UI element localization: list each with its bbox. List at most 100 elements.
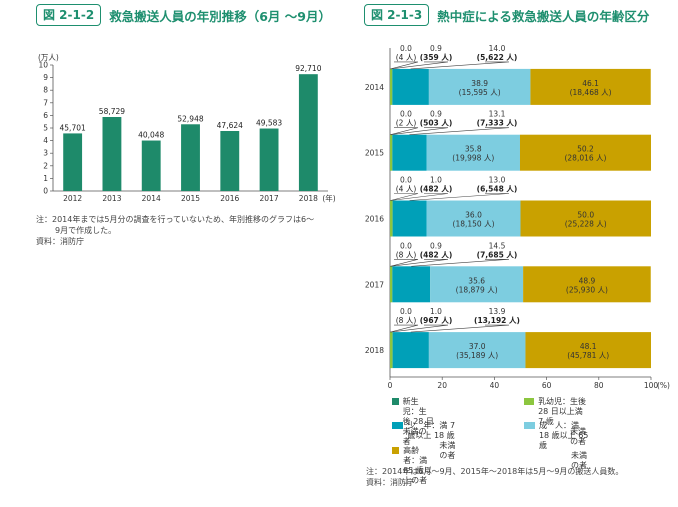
legend-swatch-adult bbox=[524, 422, 535, 429]
callout-pct-child: 14.0 bbox=[489, 44, 506, 53]
bar-2018 bbox=[298, 74, 318, 191]
callout-count-newborn: (4 人) bbox=[396, 185, 417, 194]
category-label: 2017 bbox=[365, 280, 384, 289]
legend-item-child: 少 年：満 7 歳以上 18 歳未満の者 bbox=[392, 421, 458, 461]
x-tick-label: 100 bbox=[644, 381, 659, 390]
bar-2012 bbox=[63, 133, 83, 191]
legend-label-elderly: 高齢者：満 65 歳以上の者 bbox=[403, 446, 434, 486]
callout-count-child: (5,622 人) bbox=[477, 53, 518, 62]
callout-count-child: (6,548 人) bbox=[477, 185, 518, 194]
segment-pct-label: 38.9 bbox=[471, 79, 488, 88]
legend-swatch-newborn bbox=[392, 398, 399, 405]
callout-leader-infant bbox=[390, 127, 449, 135]
legend-label-line1: 高齢者：満 65 歳以上の者 bbox=[403, 446, 432, 485]
segment-elderly-2016 bbox=[520, 200, 651, 237]
callout-count-child: (13,192 人) bbox=[474, 316, 520, 325]
callout-count-infant: (482 人) bbox=[420, 250, 453, 259]
y-tick-label: 6 bbox=[43, 111, 48, 120]
callout-leader-child bbox=[409, 193, 510, 201]
segment-child-2017 bbox=[392, 266, 431, 303]
segment-infant-2014 bbox=[390, 68, 393, 105]
x-tick-label: 0 bbox=[388, 381, 393, 390]
bar-value-label: 49,583 bbox=[256, 119, 282, 128]
segment-child-2016 bbox=[392, 200, 427, 237]
callout-count-child: (7,333 人) bbox=[477, 119, 518, 128]
bar-value-label: 47,624 bbox=[217, 121, 243, 130]
callout-pct-child: 14.5 bbox=[489, 241, 506, 250]
segment-adult-2016 bbox=[426, 200, 521, 237]
callout-count-infant: (359 人) bbox=[420, 53, 453, 62]
bar-2017 bbox=[259, 128, 279, 191]
callout-count-newborn: (2 人) bbox=[396, 119, 417, 128]
legend-item-adult: 成 人：満 18 歳以上 65 歳未満の者 bbox=[524, 421, 590, 471]
x-tick-label: 2018 bbox=[299, 194, 318, 203]
segment-count-label: (19,998 人) bbox=[452, 154, 494, 163]
callout-pct-infant: 0.9 bbox=[430, 241, 442, 250]
x-tick-label: 2015 bbox=[181, 194, 200, 203]
callout-pct-child: 13.0 bbox=[489, 176, 506, 185]
x-tick-label: 20 bbox=[437, 381, 447, 390]
legend-swatch-infant bbox=[524, 398, 535, 405]
x-unit-label: (年) bbox=[322, 193, 335, 203]
legend-item-infant: 乳幼児：生後 28 日以上満 7 歳未満の者 bbox=[524, 397, 590, 447]
bar-value-label: 92,710 bbox=[295, 64, 321, 73]
callout-count-infant: (967 人) bbox=[420, 316, 453, 325]
callout-count-child: (7,685 人) bbox=[477, 250, 518, 259]
segment-count-label: (45,781 人) bbox=[567, 351, 609, 360]
segment-adult-2015 bbox=[426, 134, 520, 171]
left-figure-tag: 図 2-1-2 bbox=[36, 4, 102, 26]
category-label: 2015 bbox=[365, 149, 384, 158]
category-label: 2016 bbox=[365, 215, 384, 224]
y-tick-label: 8 bbox=[43, 86, 48, 95]
legend-swatch-child bbox=[392, 422, 404, 429]
legend-label-infant: 乳幼児：生後 28 日以上満 7 歳未満の者 bbox=[538, 397, 590, 447]
segment-count-label: (15,595 人) bbox=[459, 88, 501, 97]
callout-count-newborn: (8 人) bbox=[396, 316, 417, 325]
x-tick-label: 40 bbox=[490, 381, 500, 390]
bar-value-label: 40,048 bbox=[138, 131, 164, 140]
bar-2015 bbox=[181, 124, 200, 191]
x-tick-label: 2017 bbox=[260, 194, 279, 203]
legend-label-line1: 成 人：満 18 歳以上 65 歳 bbox=[538, 421, 589, 450]
legend-label-adult: 成 人：満 18 歳以上 65 歳未満の者 bbox=[539, 421, 590, 471]
segment-count-label: (35,189 人) bbox=[456, 351, 498, 360]
legend-label-line1: 新生児：生後 28 日未満の者 bbox=[402, 397, 434, 446]
legend-item-newborn: 新生児：生後 28 日未満の者 bbox=[392, 397, 434, 447]
legend-label-line2: 未満の者 bbox=[439, 441, 456, 460]
segment-infant-2016 bbox=[390, 200, 393, 237]
segment-count-label: (25,228 人) bbox=[565, 220, 607, 229]
callout-pct-infant: 0.9 bbox=[430, 110, 442, 119]
y-tick-label: 2 bbox=[43, 161, 48, 170]
y-tick-label: 1 bbox=[43, 174, 48, 183]
callout-pct-newborn: 0.0 bbox=[400, 44, 412, 53]
right-note: 注：2014年は6月～9月、2015年～2018年は5月～9月の搬送人員数。 資… bbox=[366, 466, 623, 488]
x-tick-label: 2013 bbox=[102, 194, 121, 203]
bar-2014 bbox=[141, 140, 161, 191]
legend-label-line2: 未満の者 bbox=[570, 451, 587, 470]
bar-2016 bbox=[220, 130, 240, 191]
segment-count-label: (18,879 人) bbox=[456, 285, 498, 294]
y-tick-label: 4 bbox=[43, 136, 48, 145]
y-tick-label: 9 bbox=[43, 73, 48, 82]
category-label: 2018 bbox=[365, 346, 384, 355]
callout-leader-infant bbox=[390, 258, 449, 267]
segment-elderly-2017 bbox=[523, 266, 651, 303]
left-note-line2: 9月で作成した。 bbox=[55, 226, 117, 235]
bar-value-label: 58,729 bbox=[99, 107, 125, 116]
segment-infant-2015 bbox=[390, 134, 393, 171]
left-panel-title: 図 2-1-2 救急搬送人員の年別推移（6月 ～9月） bbox=[36, 4, 331, 26]
callout-leader-child bbox=[409, 127, 510, 135]
legend-item-elderly: 高齢者：満 65 歳以上の者 bbox=[392, 446, 434, 486]
right-panel-title: 図 2-1-3 熱中症による救急搬送人員の年齢区分 bbox=[364, 4, 649, 26]
segment-infant-2017 bbox=[390, 266, 393, 303]
callout-leader-child bbox=[411, 258, 510, 267]
legend-label-line1: 少 年：満 7 歳以上 18 歳 bbox=[407, 421, 456, 440]
callout-count-newborn: (4 人) bbox=[396, 53, 417, 62]
category-label: 2014 bbox=[365, 83, 384, 92]
callout-leader-child bbox=[410, 61, 510, 70]
left-figure-title: 救急搬送人員の年別推移（6月 ～9月） bbox=[109, 8, 331, 24]
segment-pct-label: 36.0 bbox=[465, 211, 482, 220]
callout-count-newborn: (8 人) bbox=[396, 250, 417, 259]
